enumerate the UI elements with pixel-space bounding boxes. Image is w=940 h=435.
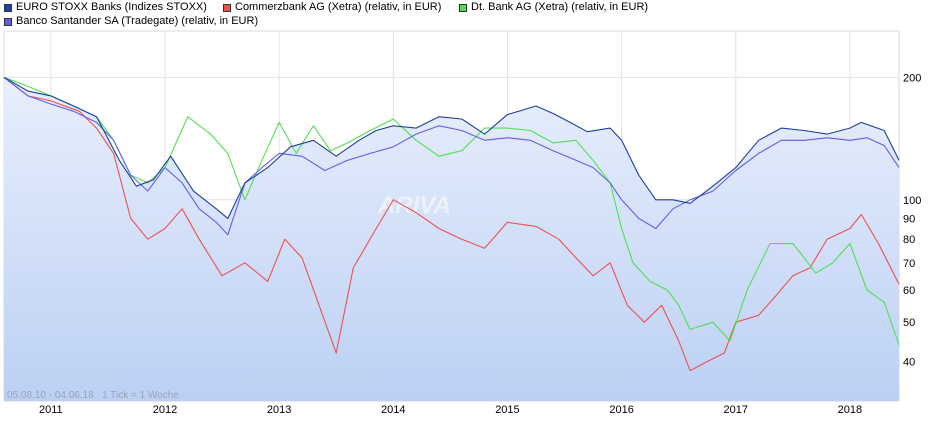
y-tick-label: 200 — [903, 72, 921, 84]
legend-swatch-commerzbank — [223, 3, 231, 12]
x-tick-label: 2011 — [39, 404, 63, 416]
x-tick-label: 2017 — [724, 404, 748, 416]
x-tick-label: 2016 — [609, 404, 633, 416]
y-tick-label: 90 — [903, 213, 915, 225]
x-tick-label: 2018 — [838, 404, 862, 416]
legend-label-dt-bank: Dt. Bank AG (Xetra) (relativ, in EUR) — [471, 1, 649, 13]
axis-layer: 2011 2012 2013 2014 2015 2016 2017 2018 40 50 60 70… — [39, 72, 921, 416]
legend-item-banco-santander[interactable]: Banco Santander SA (Tradegate) (relativ,… — [4, 15, 258, 28]
legend-label-euro-stoxx-banks: EURO STOXX Banks (Indizes STOXX) — [16, 1, 207, 13]
legend-label-commerzbank: Commerzbank AG (Xetra) (relativ, in EUR) — [235, 1, 442, 13]
x-tick-label: 2012 — [153, 404, 177, 416]
legend-swatch-banco-santander — [4, 17, 12, 26]
area-layer — [4, 77, 899, 402]
legend-item-commerzbank[interactable]: Commerzbank AG (Xetra) (relativ, in EUR) — [223, 1, 441, 14]
x-tick-label: 2015 — [495, 404, 519, 416]
series-line-0 — [3, 76, 900, 219]
x-tick-label: 2014 — [381, 404, 405, 416]
y-tick-label: 60 — [903, 285, 915, 297]
legend-swatch-dt-bank — [459, 3, 467, 12]
legend-item-dt-bank[interactable]: Dt. Bank AG (Xetra) (relativ, in EUR) — [459, 1, 648, 14]
series-line-3 — [3, 76, 900, 236]
x-tick-label: 2013 — [267, 404, 291, 416]
legend-swatch-euro-stoxx-banks — [4, 3, 12, 12]
index-area-fill — [4, 77, 899, 402]
series-layer — [3, 76, 900, 372]
y-tick-label: 80 — [903, 234, 915, 246]
series-line-1 — [3, 76, 900, 372]
legend-label-banco-santander: Banco Santander SA (Tradegate) (relativ,… — [16, 15, 259, 27]
y-tick-label: 70 — [903, 258, 915, 270]
watermark: ARIVA — [377, 192, 451, 219]
y-tick-label: 50 — [903, 317, 915, 329]
legend-item-euro-stoxx-banks[interactable]: EURO STOXX Banks (Indizes STOXX) — [4, 1, 207, 14]
range-note: 05.08.10 - 04.06.18 1 Tick = 1 Woche — [7, 390, 179, 401]
y-tick-label: 40 — [903, 357, 915, 369]
legend: EURO STOXX Banks (Indizes STOXX) Commerz… — [0, 0, 940, 30]
y-tick-label: 100 — [903, 195, 921, 207]
